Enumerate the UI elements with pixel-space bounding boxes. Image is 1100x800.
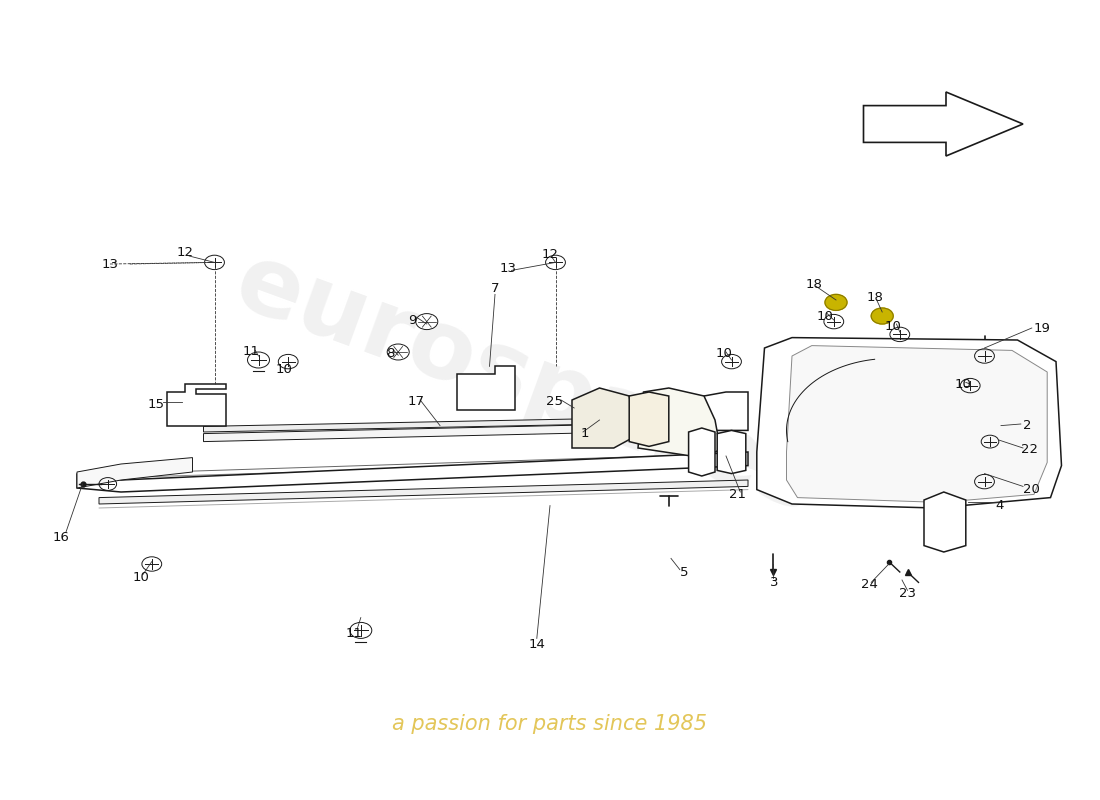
- Text: 16: 16: [52, 531, 69, 544]
- Text: 10: 10: [715, 347, 733, 360]
- Text: 10: 10: [884, 320, 902, 333]
- Text: 18: 18: [805, 278, 823, 290]
- Text: 13: 13: [499, 262, 517, 274]
- Text: a passion for parts since 1985: a passion for parts since 1985: [393, 714, 707, 734]
- Text: 20: 20: [1023, 483, 1040, 496]
- Text: 2: 2: [1023, 419, 1032, 432]
- Polygon shape: [167, 384, 225, 426]
- Circle shape: [825, 294, 847, 310]
- Text: 13: 13: [101, 258, 119, 270]
- Text: 7: 7: [491, 282, 499, 294]
- Text: 18: 18: [866, 291, 883, 304]
- Text: 4: 4: [996, 499, 1004, 512]
- Polygon shape: [456, 366, 515, 410]
- Polygon shape: [629, 392, 669, 446]
- Polygon shape: [757, 338, 1062, 508]
- Circle shape: [871, 308, 893, 324]
- Polygon shape: [77, 452, 748, 492]
- Text: 10: 10: [816, 310, 834, 322]
- Text: 3: 3: [770, 576, 779, 589]
- Text: 9: 9: [408, 314, 417, 326]
- Text: 11: 11: [345, 627, 363, 640]
- Text: 24: 24: [860, 578, 878, 590]
- Text: 19: 19: [1034, 322, 1050, 334]
- Polygon shape: [689, 428, 715, 476]
- Text: 17: 17: [407, 395, 425, 408]
- Text: 21: 21: [728, 488, 746, 501]
- Polygon shape: [204, 418, 726, 442]
- Polygon shape: [77, 458, 192, 488]
- Text: 8: 8: [386, 347, 395, 360]
- Text: 10: 10: [275, 363, 293, 376]
- Circle shape: [387, 344, 409, 360]
- Text: 22: 22: [1021, 443, 1037, 456]
- Polygon shape: [864, 92, 1023, 156]
- Polygon shape: [638, 388, 721, 458]
- Text: 1: 1: [581, 427, 590, 440]
- Polygon shape: [572, 388, 636, 448]
- Text: 15: 15: [147, 398, 165, 410]
- Polygon shape: [717, 430, 746, 474]
- Text: 12: 12: [176, 246, 194, 258]
- Text: eurospares: eurospares: [223, 235, 833, 533]
- Text: 25: 25: [547, 395, 563, 408]
- Polygon shape: [204, 416, 726, 432]
- Text: 11: 11: [242, 346, 260, 358]
- Polygon shape: [786, 346, 1047, 502]
- Text: 5: 5: [680, 566, 689, 578]
- Text: 10: 10: [132, 571, 150, 584]
- Text: 12: 12: [541, 248, 559, 261]
- Polygon shape: [99, 480, 748, 504]
- Polygon shape: [924, 492, 966, 552]
- Text: 10: 10: [954, 378, 971, 390]
- Text: 14: 14: [528, 638, 546, 650]
- Circle shape: [416, 314, 438, 330]
- Text: 23: 23: [899, 587, 916, 600]
- Polygon shape: [704, 392, 748, 430]
